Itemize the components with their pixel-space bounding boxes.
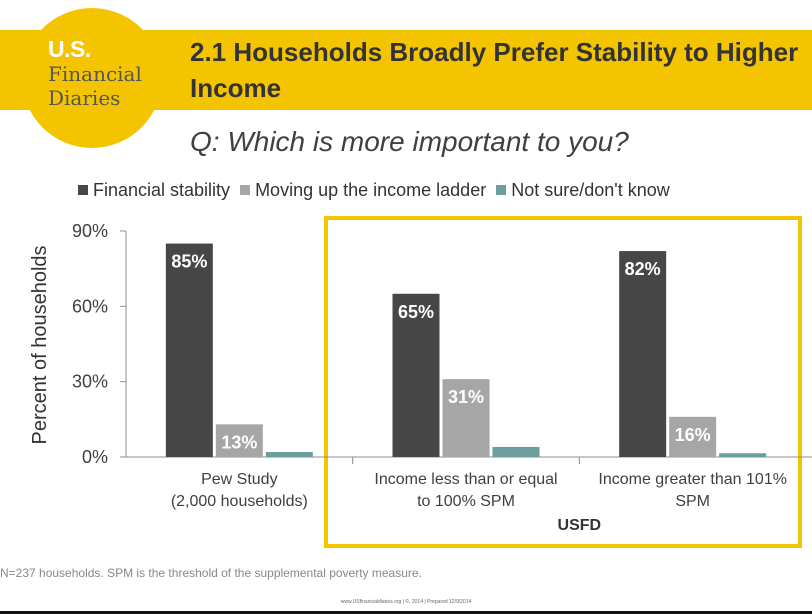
bar [265,451,313,457]
x-category-label: (2,000 households) [171,493,308,510]
footer-credit: www.USfinancialdiaries.org | ©, 2014 | P… [340,599,472,605]
bar-data-label: 85% [171,252,207,272]
x-category-label: SPM [675,493,710,510]
legend-swatch-stability [78,185,88,195]
legend-swatch-not-sure [496,185,507,195]
legend-label-stability: Financial stability [93,179,231,200]
x-category-label: Pew Study [201,471,277,488]
bar [442,379,490,457]
x-category-label: Income less than or equal [374,471,557,488]
y-axis-label: Percent of households [29,245,51,444]
legend-label-moving-up: Moving up the income ladder [255,179,487,200]
logo-text-financial: Financial [48,62,142,86]
page-title: 2.1 Households Broadly Prefer Stability … [190,37,799,103]
bar-data-label: 13% [221,432,257,452]
bar [669,416,717,457]
bar-data-label: 16% [675,425,711,445]
y-tick-label: 30% [72,372,108,392]
bar [165,243,213,457]
legend-item-not-sure: Not sure/don't know [496,180,670,201]
bar [392,293,440,457]
x-category-label: to 100% SPM [417,493,515,510]
legend-swatch-moving-up [240,185,251,195]
bar-data-label: 31% [448,387,484,407]
bar-data-label: 82% [625,259,661,279]
bar [719,453,767,457]
bar-chart: 0% 30% 60% 90% Percent of households 85% 13% Pe… [29,221,812,534]
y-tick-label: 0% [82,447,108,467]
question-subtitle: Q: Which is more important to you? [190,126,629,157]
legend-item-stability: Financial stability [78,180,230,201]
x-category-label: Income greater than 101% [598,471,787,488]
chart-legend: Financial stability Moving up the income… [78,178,680,202]
legend-label-not-sure: Not sure/don't know [511,179,670,200]
y-tick-label: 60% [72,296,108,316]
group-label-usfd: USFD [558,517,602,534]
bar [619,251,667,457]
legend-item-moving-up: Moving up the income ladder [240,180,486,201]
logo-text-us: U.S. [48,36,91,62]
usfd-highlight-box [324,216,802,548]
bar [215,424,263,457]
logo-text-diaries: Diaries [48,86,121,110]
bar [492,446,540,457]
logo [22,8,162,148]
y-tick-label: 90% [72,221,108,241]
bottom-rule [0,611,812,614]
bar-data-label: 65% [398,302,434,322]
footnote: N=237 households. SPM is the threshold o… [0,566,422,580]
